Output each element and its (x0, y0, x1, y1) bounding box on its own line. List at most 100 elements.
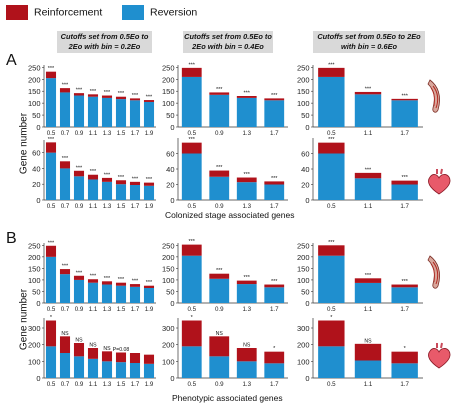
significance-label: *** (244, 172, 251, 178)
significance-label: *** (132, 176, 139, 182)
x-tick-label: 1.9 (145, 203, 154, 210)
bar-reversion (59, 274, 71, 303)
bar-reversion (115, 99, 127, 127)
bar-reinforcement (318, 67, 345, 77)
bar-reversion (143, 185, 155, 200)
chart-panel-a-2-2: 0 20 40 60 0.5 *** 0.9 *** 1.3 *** 1.7 *** (166, 137, 288, 210)
bar-reversion (101, 181, 113, 200)
chart-panel-a-1-2: 0 50 100 150 200 250 0.5 *** 0.9 *** 1.3 *** 1.7 *** (162, 62, 288, 137)
muscle-icon (427, 255, 440, 289)
bar-reversion (115, 285, 127, 303)
significance-label: *** (48, 137, 55, 143)
y-tick-label: 200 (162, 341, 175, 350)
bar-reversion (87, 282, 99, 303)
bar-reinforcement (73, 343, 85, 357)
x-tick-label: 1.3 (103, 381, 112, 388)
x-tick-label: 0.7 (61, 306, 70, 313)
bar-reinforcement (115, 352, 127, 363)
x-tick-label: 0.5 (327, 203, 336, 210)
bar-reinforcement (181, 67, 202, 77)
y-tick-label: 250 (297, 63, 310, 72)
y-tick-label: 200 (28, 75, 41, 84)
x-tick-label: 0.9 (215, 381, 224, 388)
bar-reversion (181, 346, 202, 378)
x-tick-label: 1.7 (270, 203, 279, 210)
bar-reinforcement (264, 98, 285, 101)
column-header-2: Cutoffs set from 0.5Eo to 2Eo with bin =… (183, 31, 273, 53)
x-tick-label: 1.7 (270, 306, 279, 313)
bar-reversion (73, 176, 85, 200)
x-tick-label: 1.1 (89, 203, 98, 210)
x-tick-label: 0.9 (215, 130, 224, 137)
x-tick-label: 0.5 (47, 306, 56, 313)
y-tick-label: 200 (28, 341, 41, 350)
significance-label: *** (118, 175, 125, 181)
y-tick-label: 40 (166, 165, 174, 174)
panel-letter-a: A (6, 52, 17, 69)
y-tick-label: 250 (28, 63, 41, 72)
significance-label: P=0.08 (113, 347, 130, 353)
bar-reversion (143, 363, 155, 378)
x-tick-label: 1.7 (131, 381, 140, 388)
significance-label: * (330, 315, 333, 321)
bar-reinforcement (73, 170, 85, 177)
bar-reinforcement (143, 354, 155, 364)
bar-reinforcement (236, 96, 257, 98)
bar-reinforcement (143, 285, 155, 288)
bar-reinforcement (143, 100, 155, 102)
bar-reinforcement (101, 95, 113, 98)
significance-label: NS (89, 343, 97, 349)
bar-reinforcement (391, 284, 418, 288)
bar-reinforcement (73, 275, 85, 280)
significance-label: *** (328, 137, 335, 143)
y-tick-label: 150 (162, 264, 175, 273)
significance-label: * (273, 346, 276, 352)
bar-reinforcement (101, 281, 113, 285)
x-tick-label: 1.5 (117, 130, 126, 137)
significance-label: *** (216, 268, 223, 274)
significance-label: *** (76, 88, 83, 94)
x-tick-label: 1.7 (131, 306, 140, 313)
chart-panel-b-1-2: 0 50 100 150 200 250 0.5 *** 0.9 *** 1.3 *** 1.7 *** (162, 239, 288, 313)
bar-reinforcement (115, 282, 127, 286)
bar-reinforcement (73, 93, 85, 96)
bar-reinforcement (264, 351, 285, 364)
y-tick-label: 0 (170, 299, 174, 308)
legend-item-reinforcement: Reinforcement (6, 5, 102, 20)
y-tick-label: 50 (166, 111, 174, 120)
chart-panel-b-2-3: 0 100 200 300 0.5 * 1.1 NS 1.7 * (297, 315, 423, 388)
significance-label: NS (243, 343, 251, 349)
bar-reversion (391, 363, 418, 378)
bar-reversion (209, 356, 230, 378)
bar-reinforcement (264, 284, 285, 288)
y-tick-label: 200 (297, 75, 310, 84)
bar-reinforcement (236, 280, 257, 285)
y-tick-label: 20 (301, 181, 309, 190)
bar-reinforcement (45, 320, 57, 347)
y-tick-label: 40 (301, 165, 309, 174)
bar-reinforcement (209, 336, 230, 357)
significance-label: *** (62, 83, 69, 89)
significance-label: *** (76, 165, 83, 171)
y-tick-label: 0 (170, 196, 174, 205)
significance-label: *** (189, 62, 196, 68)
bar-reversion (391, 184, 418, 200)
x-tick-label: 1.1 (364, 306, 373, 313)
bar-reversion (143, 288, 155, 303)
bar-reinforcement (391, 351, 418, 364)
x-tick-label: 1.3 (103, 203, 112, 210)
y-tick-label: 0 (305, 299, 309, 308)
x-tick-label: 0.9 (75, 203, 84, 210)
y-tick-label: 0 (36, 123, 40, 132)
bar-reversion (143, 101, 155, 127)
x-tick-label: 0.5 (187, 306, 196, 313)
bar-reinforcement (101, 177, 113, 182)
bar-reversion (354, 178, 382, 200)
y-tick-label: 0 (305, 196, 309, 205)
bar-reinforcement (236, 348, 257, 362)
x-tick-label: 1.3 (242, 381, 251, 388)
y-tick-label: 40 (32, 164, 40, 173)
x-tick-label: 1.3 (103, 306, 112, 313)
significance-label: *** (271, 279, 278, 285)
y-tick-label: 0 (36, 299, 40, 308)
